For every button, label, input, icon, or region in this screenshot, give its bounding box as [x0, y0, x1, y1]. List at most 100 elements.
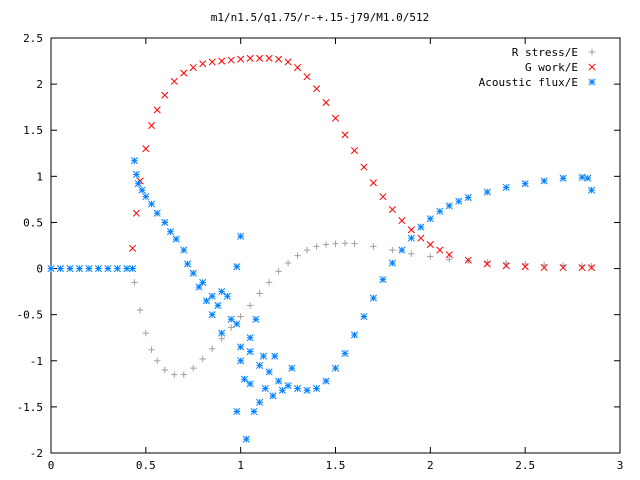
data-point	[445, 251, 453, 259]
data-point	[161, 366, 168, 374]
data-point	[218, 335, 225, 342]
data-point	[370, 243, 377, 250]
y-tick-label: -0.5	[17, 309, 44, 322]
data-point	[233, 320, 241, 328]
data-point	[502, 183, 510, 191]
data-point	[331, 114, 340, 122]
data-point	[389, 246, 396, 254]
data-point	[246, 334, 254, 342]
data-point	[322, 241, 330, 248]
data-point	[218, 57, 226, 65]
data-point	[250, 407, 258, 416]
data-point	[208, 292, 216, 300]
y-tick-label: 2.5	[23, 32, 43, 45]
data-point	[129, 244, 137, 252]
data-point	[161, 91, 169, 99]
data-point	[237, 232, 245, 240]
data-point	[587, 264, 596, 272]
legend-marker	[588, 63, 596, 71]
data-point	[521, 180, 529, 188]
data-point	[94, 265, 102, 273]
data-point	[350, 146, 359, 155]
data-point	[303, 73, 311, 81]
data-point	[427, 253, 434, 260]
data-point	[223, 292, 231, 300]
data-point	[195, 283, 203, 291]
data-point	[138, 186, 146, 194]
data-point	[246, 302, 254, 309]
data-point	[483, 260, 491, 268]
data-point	[265, 54, 273, 62]
data-point	[407, 234, 415, 242]
data-point	[104, 265, 112, 273]
data-point	[436, 207, 444, 215]
data-point	[142, 145, 150, 153]
x-tick-label: 2	[427, 459, 434, 472]
data-point	[351, 240, 358, 247]
data-point	[180, 246, 188, 254]
y-tick-label: -2	[30, 447, 43, 460]
data-point	[259, 352, 267, 360]
data-point	[261, 384, 269, 392]
data-point	[417, 223, 425, 231]
data-point	[426, 241, 434, 249]
data-point	[408, 250, 415, 257]
data-point	[502, 262, 510, 270]
data-point	[246, 348, 254, 356]
data-point	[341, 131, 349, 139]
data-point	[132, 170, 140, 179]
series-r-stress-e	[131, 239, 595, 378]
data-point	[294, 63, 302, 72]
data-point	[417, 234, 425, 242]
data-point	[214, 301, 222, 309]
data-point	[388, 205, 396, 214]
legend-marker	[588, 48, 596, 56]
data-point	[436, 246, 444, 254]
y-tick-label: 1	[36, 170, 43, 183]
data-point	[379, 193, 387, 201]
data-point	[233, 407, 241, 416]
legend: R stress/E G work/E Acoustic flux/E	[479, 46, 596, 89]
data-point	[303, 386, 311, 394]
data-point	[123, 265, 131, 273]
data-point	[278, 386, 286, 394]
y-tick-label: 2	[36, 78, 43, 91]
data-point	[237, 55, 245, 63]
data-point	[521, 263, 529, 271]
data-point	[379, 276, 387, 284]
data-point	[237, 357, 245, 365]
data-point	[445, 202, 453, 210]
data-point	[284, 259, 292, 267]
data-point	[275, 55, 283, 63]
data-point	[312, 85, 321, 93]
data-point	[294, 384, 302, 392]
x-tick-label: 0	[48, 459, 55, 472]
data-point	[199, 355, 206, 363]
series-g-work-e	[129, 54, 596, 272]
data-point	[331, 364, 340, 372]
data-point	[166, 228, 175, 236]
data-point	[578, 264, 586, 272]
data-point	[294, 252, 301, 259]
data-point	[142, 193, 150, 201]
data-point	[147, 122, 156, 130]
data-point	[275, 268, 282, 275]
data-point	[227, 324, 235, 331]
data-point	[540, 264, 548, 272]
data-series	[47, 54, 596, 443]
data-point	[288, 364, 296, 372]
data-point	[341, 349, 349, 357]
data-point	[66, 265, 74, 273]
data-point	[154, 357, 161, 364]
series-acoustic-flux-e	[47, 157, 596, 443]
data-point	[578, 173, 586, 181]
data-point	[256, 398, 264, 406]
data-point	[312, 384, 321, 392]
data-point	[147, 200, 156, 208]
data-point	[240, 375, 249, 383]
data-point	[369, 294, 377, 302]
x-tick-label: 1.5	[326, 459, 346, 472]
data-point	[275, 377, 283, 385]
data-point	[237, 313, 244, 320]
